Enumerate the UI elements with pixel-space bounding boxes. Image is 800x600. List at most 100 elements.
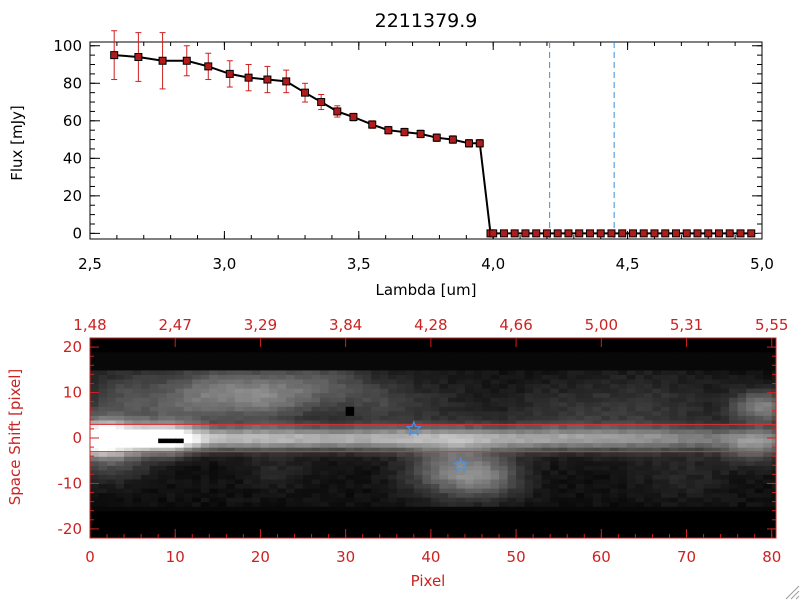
image-pixel xyxy=(226,497,236,503)
image-pixel xyxy=(584,351,594,357)
image-pixel xyxy=(703,388,713,394)
image-pixel xyxy=(516,438,526,444)
image-pixel xyxy=(516,465,526,471)
image-pixel xyxy=(695,342,705,348)
image-pixel xyxy=(516,469,526,475)
image-pixel xyxy=(567,338,577,344)
image-pixel xyxy=(371,360,381,366)
image-pixel xyxy=(90,515,100,521)
image-pixel xyxy=(771,424,776,430)
image-pixel xyxy=(746,383,756,389)
image-pixel xyxy=(678,342,688,348)
image-pixel xyxy=(209,378,219,385)
image-pixel xyxy=(524,356,534,362)
image-pixel xyxy=(720,374,730,380)
image-pixel xyxy=(320,515,330,521)
image-pixel xyxy=(737,356,747,362)
image-pixel xyxy=(422,406,432,412)
image-pixel xyxy=(473,360,483,366)
image-pixel xyxy=(192,365,202,371)
image-pixel xyxy=(635,424,645,430)
image-pixel xyxy=(516,347,526,353)
image-pixel xyxy=(746,388,756,394)
image-pixel xyxy=(626,488,636,494)
image-pixel xyxy=(524,365,534,371)
image-pixel xyxy=(234,515,244,521)
image-pixel xyxy=(234,447,244,453)
image-pixel xyxy=(320,474,330,480)
image-pixel xyxy=(183,497,193,503)
image-pixel xyxy=(729,506,739,512)
image-pixel xyxy=(234,501,244,507)
image-pixel xyxy=(158,388,168,394)
image-pixel xyxy=(311,442,321,448)
image-pixel xyxy=(635,401,645,407)
image-pixel xyxy=(396,428,406,435)
image-pixel xyxy=(550,428,560,435)
image-pixel xyxy=(507,438,517,444)
image-pixel xyxy=(294,469,304,475)
image-pixel xyxy=(712,406,722,412)
image-pixel xyxy=(149,528,159,535)
image-pixel xyxy=(396,419,406,425)
image-pixel xyxy=(541,474,551,480)
image-pixel xyxy=(430,342,440,348)
image-pixel xyxy=(260,469,270,475)
image-pixel xyxy=(320,488,330,494)
image-pixel xyxy=(720,501,730,507)
image-pixel xyxy=(388,460,398,466)
image-pixel xyxy=(107,483,117,489)
image-pixel xyxy=(678,488,688,494)
image-pixel xyxy=(592,433,602,439)
image-pixel xyxy=(652,410,662,416)
image-pixel xyxy=(183,492,193,498)
image-pixel xyxy=(251,351,262,357)
image-pixel xyxy=(447,410,458,416)
image-pixel xyxy=(601,383,611,389)
image-pixel xyxy=(337,492,347,498)
image-pixel xyxy=(115,424,125,430)
image-pixel xyxy=(618,351,628,357)
image-pixel xyxy=(200,415,210,421)
image-pixel xyxy=(447,488,458,494)
image-pixel xyxy=(268,419,279,425)
image-pixel xyxy=(320,415,330,421)
image-pixel xyxy=(413,478,423,485)
image-pixel xyxy=(507,488,517,494)
image-pixel xyxy=(98,515,108,521)
image-pixel xyxy=(243,519,253,525)
image-pixel xyxy=(132,342,142,348)
image-pixel xyxy=(388,406,398,412)
image-pixel xyxy=(541,451,551,457)
image-pixel xyxy=(328,356,338,362)
image-pixel xyxy=(243,501,253,507)
image-pixel xyxy=(626,497,636,503)
image-pixel xyxy=(294,378,304,385)
image-pixel xyxy=(447,460,458,466)
image-pixel xyxy=(107,501,117,507)
image-pixel xyxy=(98,442,108,448)
image-pixel xyxy=(158,447,168,453)
image-pixel xyxy=(422,419,432,425)
image-pixel xyxy=(558,433,568,439)
image-pixel xyxy=(422,392,432,398)
image-pixel xyxy=(362,356,372,362)
image-pixel xyxy=(98,474,108,480)
image-pixel xyxy=(499,397,509,403)
image-pixel xyxy=(388,519,398,525)
image-pixel xyxy=(626,460,636,466)
image-pixel xyxy=(200,356,210,362)
image-pixel xyxy=(729,447,739,453)
image-pixel xyxy=(268,342,279,348)
image-pixel xyxy=(447,351,458,357)
image-pixel xyxy=(447,392,458,398)
image-pixel xyxy=(388,524,398,530)
image-pixel xyxy=(609,356,619,362)
image-pixel xyxy=(771,488,776,494)
image-pixel xyxy=(643,451,654,457)
image-pixel xyxy=(268,488,279,494)
image-pixel xyxy=(149,397,159,403)
image-pixel xyxy=(311,510,321,516)
resize-grip-icon[interactable] xyxy=(785,585,800,600)
image-pixel xyxy=(277,392,287,398)
